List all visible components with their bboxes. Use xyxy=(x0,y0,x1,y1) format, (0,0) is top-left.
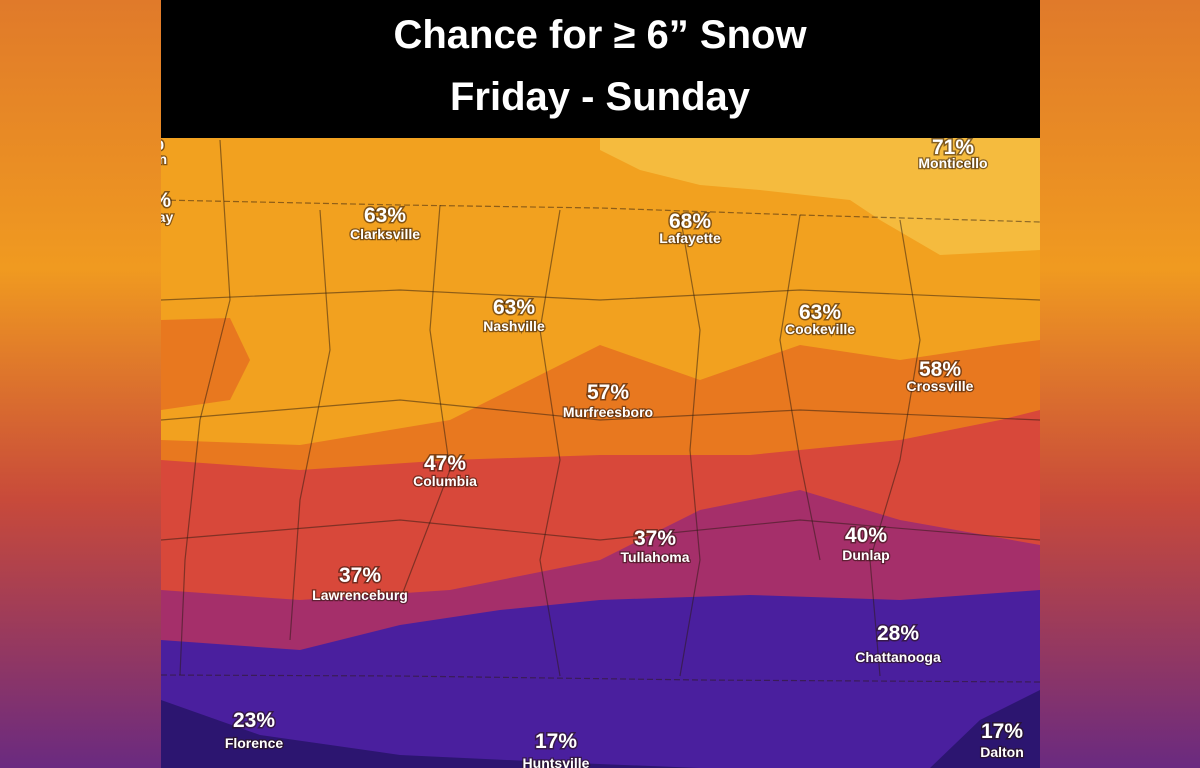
city-name: Benton xyxy=(119,151,167,167)
city-name: Dalton xyxy=(980,744,1024,760)
city-name: Monticello xyxy=(918,155,987,171)
city-chance: 61% xyxy=(122,132,164,155)
title-band xyxy=(161,0,1040,138)
city-name: Florence xyxy=(225,735,284,751)
band-purple xyxy=(161,590,1040,768)
city-chance: 63% xyxy=(493,296,535,319)
band-indigo-left xyxy=(161,700,700,768)
city-chance: 23% xyxy=(233,709,275,732)
city-chance: 28% xyxy=(877,622,919,645)
city-chance: 57% xyxy=(587,381,629,404)
band-indigo-right xyxy=(930,690,1040,768)
city-name: Columbia xyxy=(413,473,477,489)
band-dark-orange-left xyxy=(161,318,250,410)
city-name: Cookeville xyxy=(785,321,855,337)
city-chance: 58% xyxy=(919,358,961,381)
city-name: Chattanooga xyxy=(855,649,941,665)
city-chance: 63% xyxy=(364,204,406,227)
city-name: Lafayette xyxy=(659,230,721,246)
subtitle: Friday - Sunday xyxy=(450,75,751,119)
city-name: Lawrenceburg xyxy=(312,587,408,603)
city-name: Huntsville xyxy=(523,755,590,768)
city-name: Dunlap xyxy=(842,547,889,563)
city-name: Tullahoma xyxy=(621,549,690,565)
city-chance: 17% xyxy=(981,720,1023,743)
title: Chance for ≥ 6” Snow xyxy=(393,13,807,57)
city-name: Crossville xyxy=(907,378,974,394)
city-chance: 63% xyxy=(799,301,841,324)
city-labels: 61%Benton61%Murray71%Monticello63%Clarks… xyxy=(119,132,1025,768)
city-chance: 47% xyxy=(424,452,466,475)
city-chance: 37% xyxy=(339,564,381,587)
city-chance: 61% xyxy=(129,189,171,212)
city-name: Murray xyxy=(127,209,174,225)
city-chance: 68% xyxy=(669,210,711,233)
city-chance: 71% xyxy=(932,136,974,159)
city-name: Nashville xyxy=(483,318,545,334)
band-light xyxy=(600,138,1040,255)
map xyxy=(161,138,1040,768)
borders xyxy=(161,139,1040,683)
city-name: Murfreesboro xyxy=(563,404,653,420)
city-chance: 40% xyxy=(845,524,887,547)
city-chance: 37% xyxy=(634,527,676,550)
city-chance: 17% xyxy=(535,730,577,753)
city-name: Clarksville xyxy=(350,226,420,242)
